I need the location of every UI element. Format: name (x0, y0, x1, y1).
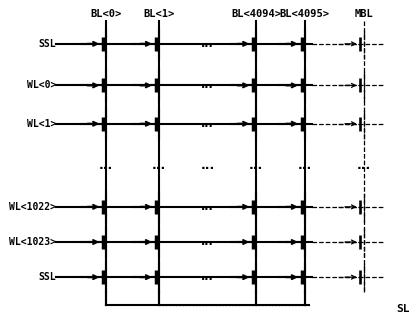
Text: BL<1>: BL<1> (143, 9, 174, 19)
Text: ...: ... (201, 202, 214, 212)
Text: ...: ... (297, 159, 312, 172)
Text: BL<4094>: BL<4094> (231, 9, 281, 19)
Text: WL<1023>: WL<1023> (9, 237, 56, 247)
Text: ...: ... (201, 80, 214, 91)
Text: ...: ... (201, 119, 214, 129)
Text: SL: SL (396, 304, 409, 314)
Text: ...: ... (201, 39, 214, 49)
Text: ...: ... (357, 159, 371, 172)
Text: BL<0>: BL<0> (91, 9, 122, 19)
Text: MBL: MBL (354, 9, 373, 19)
Text: ...: ... (201, 237, 214, 247)
Text: WL<1>: WL<1> (27, 119, 56, 129)
Text: WL<0>: WL<0> (27, 80, 56, 91)
Text: BL<4095>: BL<4095> (280, 9, 330, 19)
Text: ...: ... (152, 159, 166, 172)
Text: ...: ... (201, 272, 214, 282)
Text: ...: ... (200, 159, 215, 172)
Text: ...: ... (99, 159, 113, 172)
Text: ...: ... (249, 159, 263, 172)
Text: SSL: SSL (39, 39, 56, 49)
Text: WL<1022>: WL<1022> (9, 202, 56, 212)
Text: SSL: SSL (39, 272, 56, 282)
